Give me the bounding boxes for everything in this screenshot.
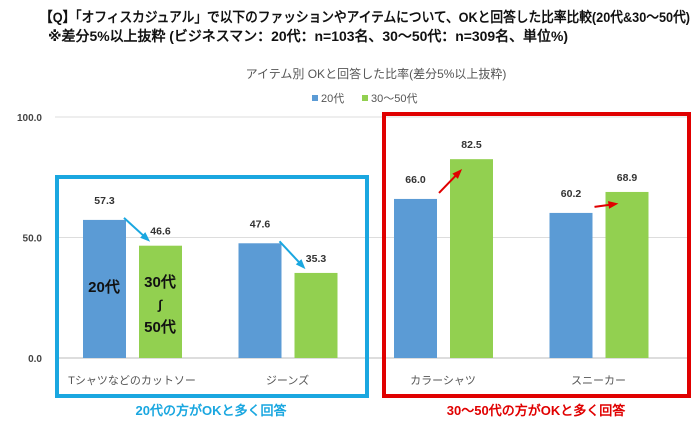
y-tick-label: 100.0 — [17, 113, 42, 124]
legend-swatch-30-50 — [362, 95, 368, 101]
bar-label-30-line1: 30代 — [144, 273, 176, 291]
bar — [238, 243, 282, 358]
bar — [549, 212, 593, 358]
data-label: 35.3 — [306, 253, 327, 265]
bar — [83, 219, 126, 358]
left-highlight-box — [55, 175, 369, 398]
arrow-head — [452, 169, 463, 179]
legend-swatch-20 — [312, 95, 318, 101]
header-line2: ※差分5%以上抜粋 (ビジネスマン：20代：n=103名、30～50代：n=30… — [48, 28, 568, 44]
legend: 20代 30～50代 — [312, 92, 417, 105]
data-label: 46.6 — [150, 226, 171, 238]
y-tick-label: 50.0 — [23, 234, 43, 245]
legend-label-30-50: 30～50代 — [371, 92, 417, 105]
left-caption: 20代の方がOKと多く回答 — [136, 403, 288, 418]
x-tick-label: Tシャツなどのカットソー — [68, 374, 196, 387]
data-label: 68.9 — [617, 172, 638, 184]
data-label: 60.2 — [561, 188, 582, 200]
data-label: 57.3 — [94, 195, 115, 207]
arrow-head — [295, 259, 306, 270]
bar-label-30-line2: ∫ — [157, 297, 163, 312]
bar-label-20: 20代 — [88, 278, 120, 296]
x-tick-label: スニーカー — [571, 374, 626, 387]
bar-label-30-line3: 50代 — [144, 318, 176, 336]
legend-label-20: 20代 — [321, 92, 344, 105]
right-highlight-box — [382, 112, 691, 398]
header-line1: 【Q】「オフィスカジュアル」で以下のファッションやアイテムについて、OKと回答し… — [40, 9, 690, 25]
x-tick-label: カラーシャツ — [410, 374, 476, 387]
chart-title: アイテム別 OKと回答した比率(差分5%以上抜粋) — [246, 66, 507, 81]
right-caption: 30～50代の方がOKと多く回答 — [447, 403, 626, 418]
x-tick-label: ジーンズ — [266, 373, 309, 387]
bar — [394, 198, 437, 358]
data-label: 82.5 — [461, 139, 482, 151]
data-label: 47.6 — [250, 218, 271, 230]
bar — [139, 245, 182, 358]
arrow-head — [608, 201, 619, 209]
bar — [450, 159, 493, 358]
arrow-head — [140, 232, 151, 242]
y-tick-label: 0.0 — [28, 354, 42, 365]
bar — [605, 191, 649, 358]
data-label: 66.0 — [405, 174, 426, 186]
bar — [294, 272, 338, 358]
